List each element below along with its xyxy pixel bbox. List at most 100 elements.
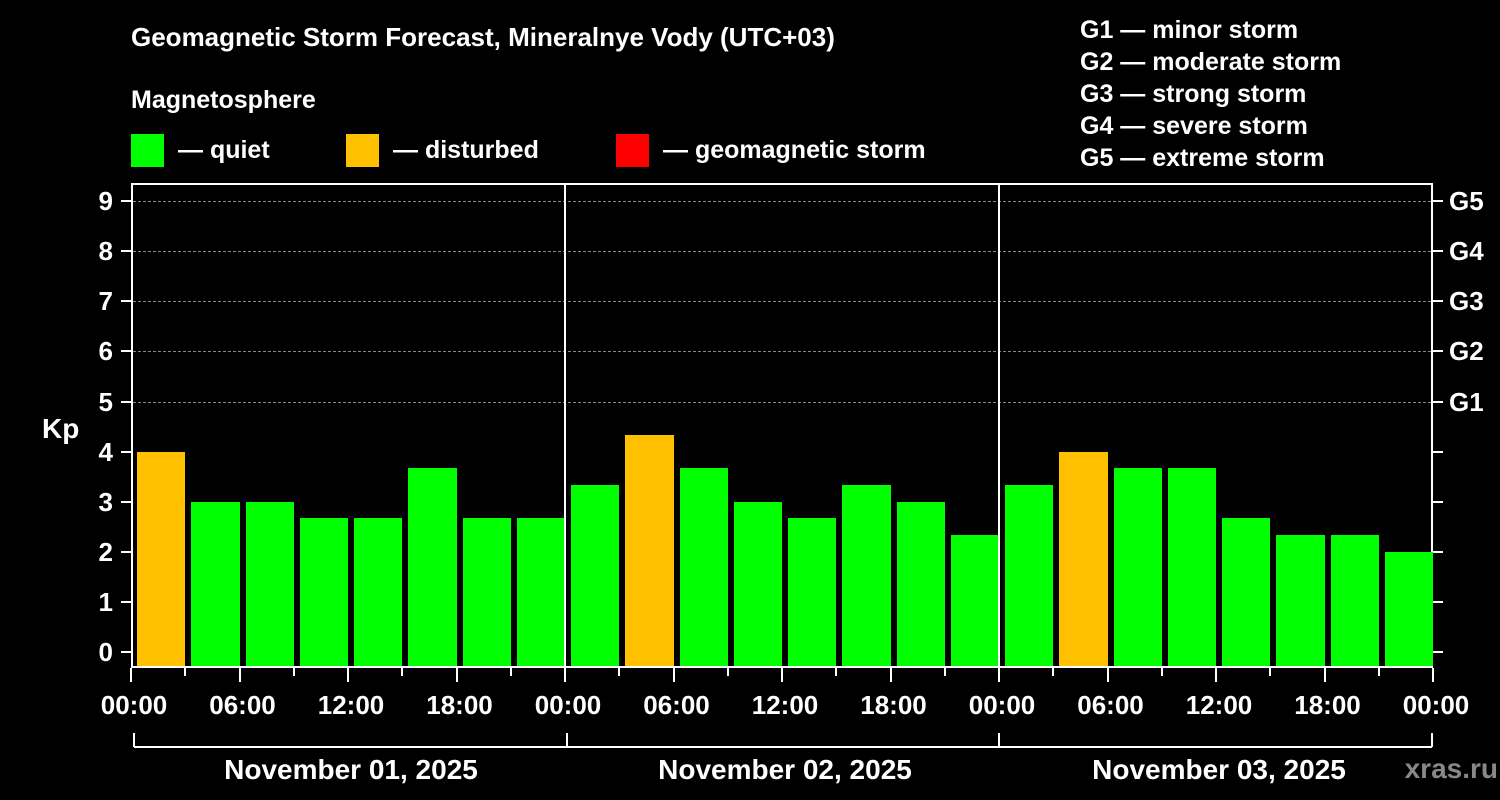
y-tick xyxy=(121,200,131,203)
kp-bar xyxy=(1005,485,1054,666)
x-tick-label: 12:00 xyxy=(317,690,385,720)
kp-bar xyxy=(299,518,348,666)
day-separator xyxy=(564,185,566,666)
gridline xyxy=(133,401,1431,403)
x-tick xyxy=(238,668,241,682)
date-bracket-tick xyxy=(1431,733,1433,747)
kp-bar xyxy=(245,501,294,666)
x-tick xyxy=(1377,668,1380,676)
kp-bar xyxy=(950,535,999,666)
x-tick xyxy=(1269,668,1272,676)
right-y-tick xyxy=(1433,300,1443,303)
x-tick xyxy=(1160,668,1163,676)
date-label: November 01, 2025 xyxy=(224,754,478,785)
g-scale-legend: G1 — minor storm G2 — moderate storm G3 … xyxy=(1080,14,1341,174)
gridline xyxy=(133,351,1431,353)
kp-bar xyxy=(571,485,620,666)
y-tick-label: 5 xyxy=(98,386,113,417)
x-tick xyxy=(1052,668,1055,676)
kp-bar xyxy=(1276,535,1325,666)
g-scale-item: G1 — minor storm xyxy=(1080,16,1299,44)
g-scale-item: G2 — moderate storm xyxy=(1080,48,1342,76)
legend-item-storm: — geomagnetic storm xyxy=(616,133,926,167)
quiet-swatch-icon xyxy=(131,133,164,167)
right-y-tick xyxy=(1433,550,1443,553)
kp-bar xyxy=(1113,468,1162,666)
x-tick-label: 06:00 xyxy=(643,690,710,720)
x-tick xyxy=(1323,668,1326,682)
x-tick xyxy=(564,668,566,682)
date-label: November 02, 2025 xyxy=(658,754,912,785)
y-tick xyxy=(121,550,131,553)
x-tick-label: 00:00 xyxy=(968,690,1036,720)
y-tick xyxy=(121,300,131,303)
kp-bar xyxy=(1222,518,1271,666)
storm-swatch-icon xyxy=(616,133,649,167)
brand-watermark: xras.ru xyxy=(1404,753,1498,784)
x-tick xyxy=(1106,668,1109,682)
x-tick-label: 00:00 xyxy=(100,690,168,720)
y-tick-label: 8 xyxy=(98,236,113,267)
chart-title: Geomagnetic Storm Forecast, Mineralnye V… xyxy=(131,22,835,52)
y-tick-label: 2 xyxy=(98,536,113,567)
y-tick-label: 1 xyxy=(98,586,113,617)
x-tick xyxy=(672,668,675,682)
kp-bar xyxy=(462,518,511,666)
kp-bar xyxy=(408,468,457,666)
kp-bar xyxy=(516,518,565,666)
g-level-label: G5 xyxy=(1449,186,1484,217)
x-tick xyxy=(1215,668,1217,682)
x-tick xyxy=(943,668,946,676)
x-tick xyxy=(130,668,132,682)
kp-bar xyxy=(733,501,782,666)
g-level-label: G1 xyxy=(1449,386,1484,417)
kp-bar xyxy=(679,468,728,666)
y-tick-label: 3 xyxy=(98,486,113,517)
kp-bar xyxy=(1330,535,1379,666)
right-y-tick xyxy=(1433,651,1443,653)
x-tick xyxy=(998,668,1000,682)
g-scale-item: G3 — strong storm xyxy=(1080,80,1307,108)
x-tick-label: 12:00 xyxy=(751,690,819,720)
x-tick xyxy=(509,668,512,676)
y-tick xyxy=(121,250,131,253)
right-y-tick xyxy=(1433,500,1443,503)
y-tick xyxy=(121,651,131,653)
x-tick xyxy=(781,668,783,682)
kp-bar xyxy=(788,518,837,666)
disturbed-swatch-icon xyxy=(346,133,379,167)
date-bracket-tick xyxy=(998,733,1001,747)
x-tick xyxy=(889,668,892,682)
x-tick xyxy=(401,668,404,676)
legend-item-disturbed: — disturbed xyxy=(346,133,539,167)
x-tick-label: 18:00 xyxy=(1294,690,1361,720)
x-tick xyxy=(1432,668,1434,682)
y-tick-label: 7 xyxy=(98,286,113,317)
kp-bar xyxy=(625,435,674,666)
x-tick xyxy=(618,668,621,676)
y-tick-label: 9 xyxy=(98,186,113,217)
kp-bar xyxy=(1059,451,1108,666)
y-tick xyxy=(121,450,131,453)
legend-label: — quiet xyxy=(178,135,270,164)
g-level-label: G2 xyxy=(1449,336,1484,367)
x-tick-label: 06:00 xyxy=(209,690,276,720)
legend-heading: Magnetosphere xyxy=(131,86,316,114)
x-tick xyxy=(184,668,187,676)
legend-label: — disturbed xyxy=(393,135,539,164)
y-axis-label: Kp xyxy=(42,413,80,444)
kp-bar xyxy=(896,501,945,666)
x-tick-label: 12:00 xyxy=(1185,690,1253,720)
right-y-tick xyxy=(1433,200,1443,203)
x-tick-label: 00:00 xyxy=(1402,690,1470,720)
kp-bar xyxy=(1384,551,1433,666)
gridline xyxy=(133,301,1431,303)
x-tick-label: 18:00 xyxy=(860,690,927,720)
x-tick xyxy=(347,668,349,682)
right-y-tick xyxy=(1433,400,1443,403)
g-scale-item: G5 — extreme storm xyxy=(1080,144,1325,172)
legend-label: — geomagnetic storm xyxy=(663,135,926,164)
right-y-tick xyxy=(1433,250,1443,253)
plot-area xyxy=(131,183,1433,668)
kp-bar xyxy=(842,485,891,666)
